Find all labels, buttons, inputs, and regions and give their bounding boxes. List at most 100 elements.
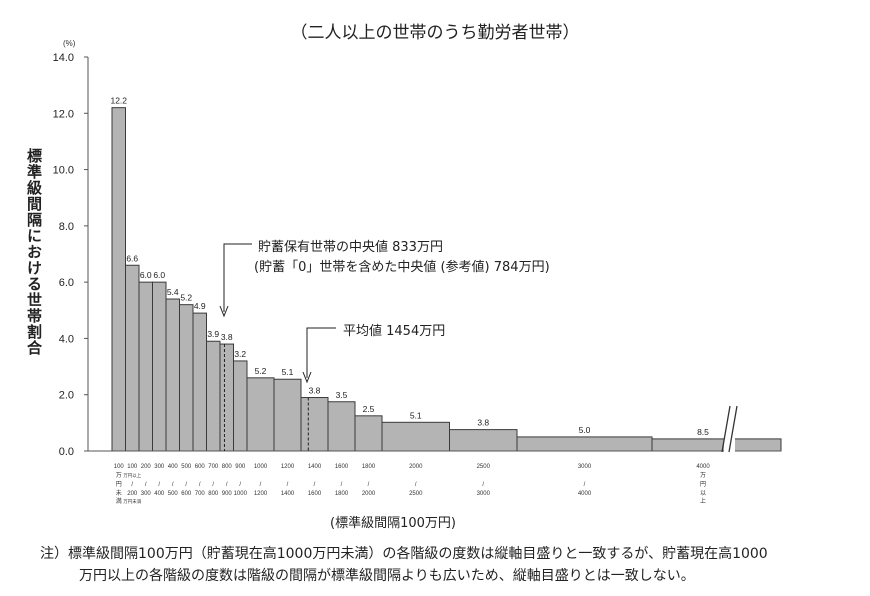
- x-tick-label: 3000: [477, 491, 491, 497]
- x-tick-label: 2000: [362, 491, 376, 497]
- x-tick-label: /: [212, 482, 214, 488]
- bar-value-label: 3.2: [234, 349, 246, 359]
- y-tick-label: 10.0: [53, 165, 74, 177]
- x-tick-label: 300: [141, 491, 152, 497]
- x-tick-label: 900: [235, 464, 246, 470]
- x-tick-label: 400: [154, 491, 165, 497]
- histogram-bar: [233, 360, 248, 452]
- x-axis-label: (標準級間隔100万円): [330, 516, 456, 531]
- bar-value-label: 8.5: [697, 427, 709, 437]
- bar-value-label: 5.1: [410, 410, 422, 420]
- mean-leader-line: [306, 327, 336, 378]
- x-tick-label: 円: [116, 481, 122, 488]
- median-annotation-line1: 貯蓄保有世帯の中央値 833万円: [258, 240, 443, 255]
- bar-value-label: 3.9: [207, 329, 219, 339]
- histogram-bar: [327, 401, 356, 452]
- x-tick-label: /: [185, 482, 187, 488]
- histogram-bar: [354, 415, 383, 452]
- histogram-bar: [516, 436, 653, 452]
- x-tick-label: 300: [154, 464, 165, 470]
- histogram-bar: [111, 107, 126, 452]
- x-tick-label: 未: [116, 489, 122, 497]
- x-tick-label: 2500: [477, 464, 491, 470]
- footnote-line2: 万円以上の各階級の度数は階級の間隔が標準級間隔よりも広いため、縦軸目盛りとは一致…: [79, 568, 695, 584]
- median-annotation-line2: (貯蓄「0」世帯を含めた中央値 (参考値) 784万円): [254, 260, 550, 275]
- x-tick-label: 4000: [578, 491, 592, 497]
- x-tick-label: 100: [127, 464, 138, 470]
- x-tick-label: 200: [127, 491, 138, 497]
- x-tick-label: 1800: [335, 491, 349, 497]
- y-tick-label: 12.0: [53, 108, 74, 120]
- bar-value-label: 12.2: [110, 96, 127, 106]
- x-tick-label: 1200: [254, 491, 268, 497]
- bar-value-label: 6.0: [153, 270, 165, 280]
- chart-title: （二人以上の世帯のうち勤労者世帯）: [290, 23, 580, 43]
- x-tick-label: 600: [195, 464, 206, 470]
- x-tick-label: 1400: [308, 464, 322, 470]
- x-tick-label: 800: [222, 464, 233, 470]
- bar-value-label: 5.0: [579, 425, 591, 435]
- bar-value-label: 3.8: [221, 332, 233, 342]
- histogram-bar: [381, 421, 450, 452]
- x-tick-label: /: [239, 482, 241, 488]
- bar-value-label: 6.6: [126, 253, 138, 263]
- histogram-bar: [138, 281, 153, 452]
- bar-value-label: 5.4: [167, 287, 179, 297]
- histogram-bar: [152, 281, 167, 452]
- mean-arrow-icon: [302, 371, 312, 384]
- x-tick-label: /: [584, 482, 586, 488]
- x-tick-label: 上: [700, 497, 706, 505]
- y-tick-label: 2.0: [59, 390, 74, 402]
- x-tick-label: 700: [195, 491, 206, 497]
- x-tick-label: /: [131, 482, 133, 488]
- x-tick-label: 万: [700, 472, 706, 479]
- bar-value-label: 5.2: [255, 366, 267, 376]
- bar-value-label: 3.8: [309, 386, 321, 396]
- x-tick-label: 万円未満: [123, 498, 141, 505]
- histogram-bar: [651, 438, 782, 452]
- y-tick-label: 0.0: [59, 446, 74, 458]
- x-tick-label: 700: [208, 464, 219, 470]
- histogram-bar: [125, 264, 140, 452]
- footnote-line1: 注）標準級間隔100万円（貯蓄現在高1000万円未満）の各階級の度数は縦軸目盛り…: [40, 546, 768, 562]
- bar-value-label: 3.5: [336, 390, 348, 400]
- x-tick-label: 1200: [281, 464, 295, 470]
- y-tick-label: 14.0: [53, 52, 74, 64]
- x-tick-label: 円: [700, 481, 706, 488]
- histogram-bar: [300, 397, 329, 452]
- x-tick-label: 1800: [362, 464, 376, 470]
- x-tick-label: 1000: [234, 491, 248, 497]
- x-tick-label: 1600: [335, 464, 349, 470]
- x-tick-label: 800: [208, 491, 219, 497]
- x-tick-label: /: [260, 482, 262, 488]
- x-tick-label: /: [314, 482, 316, 488]
- x-tick-label: 2000: [409, 464, 423, 470]
- y-tick-label: 8.0: [59, 221, 74, 233]
- histogram-bar: [206, 340, 221, 452]
- x-tick-label: 600: [181, 491, 192, 497]
- footnote: 注）標準級間隔100万円（貯蓄現在高1000万円未満）の各階級の度数は縦軸目盛り…: [40, 543, 768, 587]
- histogram-bar: [192, 312, 207, 452]
- x-tick-label: 3000: [578, 464, 592, 470]
- bar-value-label: 4.9: [194, 301, 206, 311]
- axis-break-gap: [724, 404, 735, 454]
- x-tick-label: /: [158, 482, 160, 488]
- histogram-bar: [179, 304, 194, 452]
- axis-break-mark: [721, 405, 731, 453]
- x-tick-label: 満: [116, 497, 122, 505]
- y-tick-label: 6.0: [59, 277, 74, 289]
- bar-value-label: 3.8: [477, 418, 489, 428]
- histogram-bar: [246, 377, 275, 452]
- x-tick-label: 万円以上: [123, 472, 141, 479]
- bar-value-label: 6.0: [140, 270, 152, 280]
- x-tick-label: 2500: [409, 491, 423, 497]
- x-tick-label: 4000: [696, 464, 710, 470]
- x-tick-label: 200: [141, 464, 152, 470]
- bar-value-label: 5.2: [180, 293, 192, 303]
- x-tick-label: 以: [700, 490, 706, 497]
- x-tick-label: /: [341, 482, 343, 488]
- bar-value-label: 5.1: [282, 367, 294, 377]
- x-tick-label: 万: [116, 472, 122, 479]
